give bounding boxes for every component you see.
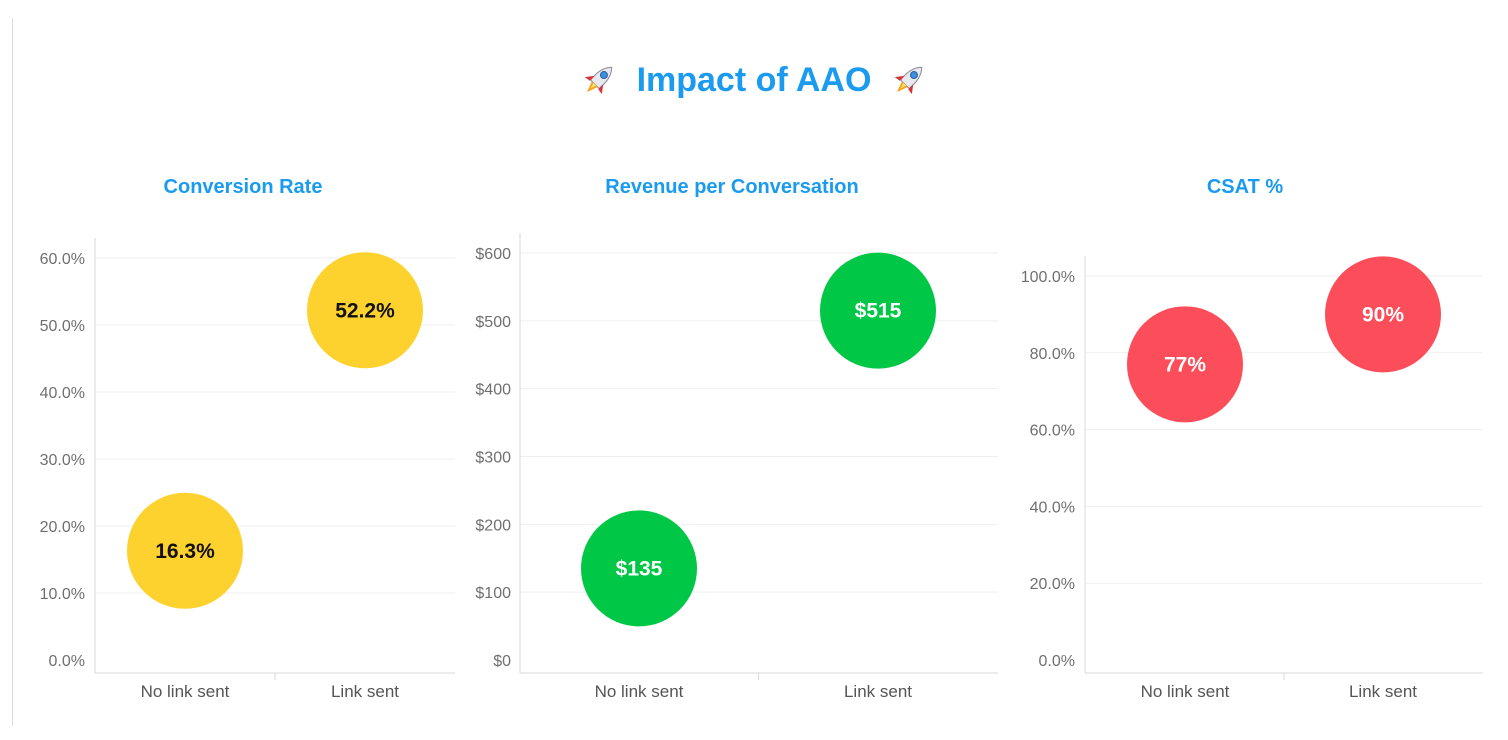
revenue-point bbox=[820, 252, 936, 369]
csat-y-tick-label: 40.0% bbox=[1030, 499, 1075, 516]
conversion-y-tick-label: 60.0% bbox=[40, 251, 85, 268]
csat-data-label: 90% bbox=[1362, 303, 1404, 326]
conversion-point bbox=[307, 252, 423, 369]
revenue-y-tick-label: $0 bbox=[493, 653, 511, 670]
csat-y-tick-label: 80.0% bbox=[1030, 346, 1075, 363]
conversion-rate-title: Conversion Rate bbox=[163, 176, 323, 198]
revenue-data-label: $135 bbox=[616, 557, 663, 580]
revenue-y-tick-label: $600 bbox=[475, 246, 511, 263]
revenue-y-tick-label: $100 bbox=[475, 585, 511, 602]
revenue-y-tick-label: $300 bbox=[475, 450, 511, 467]
revenue-y-tick-label: $200 bbox=[475, 517, 511, 534]
rocket-icon bbox=[889, 60, 929, 100]
csat-category-label: Link sent bbox=[1349, 682, 1417, 701]
csat-point bbox=[1325, 256, 1441, 373]
left-border bbox=[12, 18, 13, 726]
conversion-y-tick-label: 0.0% bbox=[49, 653, 85, 670]
rocket-icon bbox=[579, 60, 619, 100]
conversion-point bbox=[127, 492, 243, 609]
csat-data-label: 77% bbox=[1164, 353, 1206, 376]
revenue-category-label: No link sent bbox=[595, 682, 684, 701]
conversion-y-tick-label: 50.0% bbox=[40, 318, 85, 335]
conversion-y-tick-label: 40.0% bbox=[40, 385, 85, 402]
csat-y-tick-label: 0.0% bbox=[1039, 653, 1075, 670]
revenue-per-conversation-title: Revenue per Conversation bbox=[605, 176, 859, 198]
revenue-y-tick-label: $400 bbox=[475, 382, 511, 399]
conversion-data-label: 16.3% bbox=[155, 540, 215, 563]
dashboard-title: Impact of AAO bbox=[0, 50, 1508, 110]
dashboard-title-text: Impact of AAO bbox=[636, 60, 872, 99]
csat-y-tick-label: 60.0% bbox=[1030, 423, 1075, 440]
conversion-data-label: 52.2% bbox=[335, 299, 395, 322]
csat-y-tick-label: 100.0% bbox=[1021, 269, 1075, 286]
revenue-y-tick-label: $500 bbox=[475, 314, 511, 331]
conversion-y-tick-label: 30.0% bbox=[40, 452, 85, 469]
conversion-category-label: Link sent bbox=[331, 682, 399, 701]
csat-y-tick-label: 20.0% bbox=[1030, 576, 1075, 593]
revenue-category-label: Link sent bbox=[844, 682, 912, 701]
csat-title: CSAT % bbox=[1206, 176, 1284, 198]
revenue-point bbox=[581, 510, 697, 627]
csat-point bbox=[1127, 306, 1243, 423]
conversion-category-label: No link sent bbox=[141, 682, 230, 701]
revenue-data-label: $515 bbox=[855, 300, 902, 323]
csat-category-label: No link sent bbox=[1141, 682, 1230, 701]
conversion-y-tick-label: 10.0% bbox=[40, 586, 85, 603]
conversion-y-tick-label: 20.0% bbox=[40, 519, 85, 536]
